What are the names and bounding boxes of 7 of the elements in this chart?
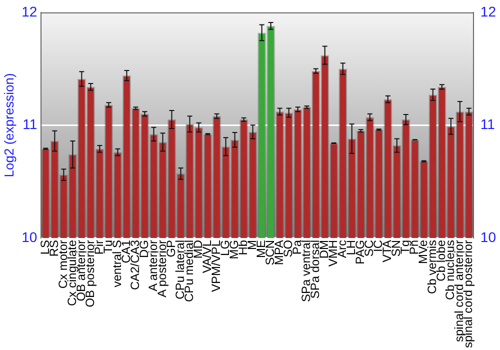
y-tick-label: 10 [22, 228, 38, 245]
y-axis-title: Log2 (expression) [1, 73, 16, 178]
y2-tick-label: 11 [480, 116, 496, 132]
y2-tick-label: 10 [480, 228, 496, 245]
y2-tick-label: 12 [480, 3, 496, 20]
y-tick-label: 12 [22, 3, 38, 20]
y-tick-label: 11 [22, 116, 38, 132]
